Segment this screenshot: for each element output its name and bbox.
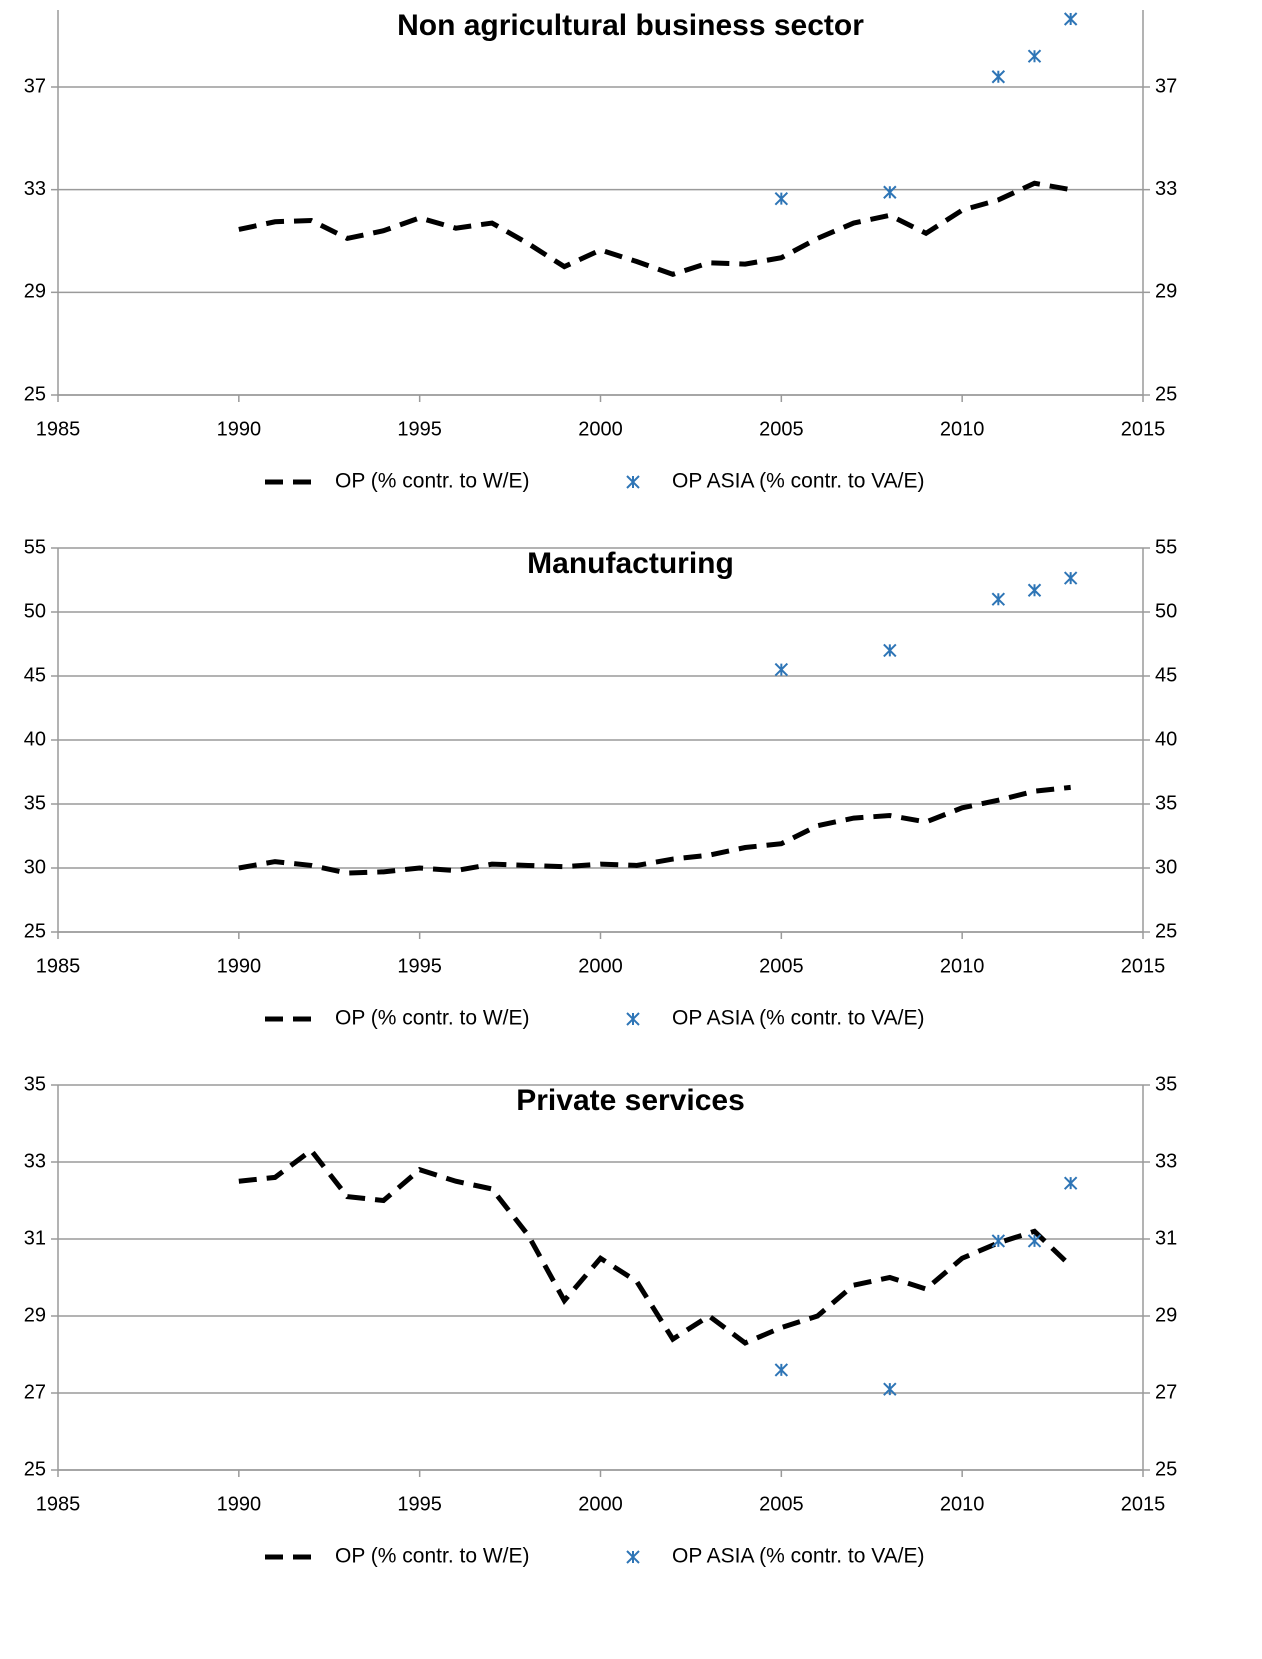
- legend-label: OP (% contr. to W/E): [335, 1007, 530, 1030]
- y2-tick-label: 30: [1155, 856, 1177, 878]
- y-tick-label: 33: [24, 178, 46, 200]
- y2-tick-label: 55: [1155, 536, 1177, 558]
- chart-title: Manufacturing: [527, 547, 734, 580]
- series-point: [883, 643, 897, 658]
- x-tick-label: 2000: [578, 955, 623, 977]
- legend-label: OP ASIA (% contr. to VA/E): [672, 1007, 925, 1030]
- legend-label: OP (% contr. to W/E): [335, 470, 530, 493]
- legend-label: OP ASIA (% contr. to VA/E): [672, 1545, 925, 1568]
- x-tick-label: 2000: [578, 1493, 623, 1515]
- y-tick-label: 45: [24, 664, 46, 686]
- x-tick-label: 1995: [397, 955, 442, 977]
- x-tick-label: 2015: [1121, 418, 1166, 440]
- y2-tick-label: 50: [1155, 600, 1177, 622]
- x-tick-label: 1995: [397, 1493, 442, 1515]
- series-point: [883, 1382, 897, 1396]
- x-tick-label: 2000: [578, 418, 623, 440]
- series-line: [238, 180, 1072, 278]
- legend-symbol: [626, 1012, 640, 1026]
- series-point: [991, 1234, 1006, 1248]
- legend-label: OP ASIA (% contr. to VA/E): [672, 470, 925, 493]
- x-tick-label: 1985: [36, 418, 81, 440]
- y-tick-label: 27: [24, 1381, 46, 1403]
- x-tick-label: 2005: [759, 1493, 804, 1515]
- y-tick-label: 29: [24, 281, 46, 303]
- y-tick-label: 30: [24, 856, 46, 878]
- y-tick-label: 25: [24, 1458, 46, 1480]
- y2-tick-label: 37: [1155, 75, 1177, 97]
- series-point: [1027, 583, 1042, 597]
- series-point: [774, 191, 789, 206]
- chart-title: Private services: [516, 1084, 745, 1117]
- y2-tick-label: 35: [1155, 792, 1177, 814]
- y2-tick-label: 25: [1155, 1458, 1177, 1480]
- y-tick-label: 25: [24, 383, 46, 405]
- series-point: [1027, 1234, 1042, 1248]
- legend-label: OP (% contr. to W/E): [335, 1545, 530, 1568]
- x-tick-label: 2010: [940, 955, 985, 977]
- series-point: [883, 185, 897, 199]
- y-tick-label: 35: [24, 1073, 46, 1095]
- y-tick-label: 31: [24, 1227, 46, 1249]
- y-tick-label: 29: [24, 1304, 46, 1326]
- series-point: [774, 1363, 789, 1377]
- series-line: [238, 784, 1071, 876]
- y-tick-label: 33: [24, 1150, 46, 1172]
- y2-tick-label: 27: [1155, 1381, 1177, 1403]
- x-tick-label: 1985: [36, 955, 81, 977]
- y2-tick-label: 25: [1155, 920, 1177, 942]
- y-tick-label: 50: [24, 600, 46, 622]
- x-tick-label: 2010: [940, 418, 985, 440]
- legend-symbol: [626, 475, 640, 489]
- y2-tick-label: 40: [1155, 728, 1177, 750]
- x-tick-label: 1990: [217, 418, 262, 440]
- y-tick-label: 37: [24, 75, 46, 97]
- y2-tick-label: 35: [1155, 1073, 1177, 1095]
- x-tick-label: 2015: [1121, 955, 1166, 977]
- y-tick-label: 40: [24, 728, 46, 750]
- x-tick-label: 1990: [217, 955, 262, 977]
- x-tick-label: 2015: [1121, 1493, 1166, 1515]
- x-tick-label: 1985: [36, 1493, 81, 1515]
- series-point: [1063, 1176, 1078, 1190]
- x-tick-label: 2005: [759, 955, 804, 977]
- y2-tick-label: 29: [1155, 281, 1177, 303]
- series-point: [774, 662, 789, 677]
- y-tick-label: 55: [24, 536, 46, 558]
- y2-tick-label: 33: [1155, 1150, 1177, 1172]
- x-tick-label: 2005: [759, 418, 804, 440]
- x-tick-label: 1990: [217, 1493, 262, 1515]
- y2-tick-label: 31: [1155, 1227, 1177, 1249]
- series-line: [238, 1146, 1073, 1346]
- chart-title: Non agricultural business sector: [397, 9, 864, 42]
- y-tick-label: 25: [24, 920, 46, 942]
- y2-tick-label: 33: [1155, 178, 1177, 200]
- y-tick-label: 35: [24, 792, 46, 814]
- series-point: [1063, 12, 1078, 26]
- legend-symbol: [626, 1550, 640, 1564]
- y2-tick-label: 25: [1155, 383, 1177, 405]
- series-point: [1063, 571, 1078, 585]
- x-tick-label: 1995: [397, 418, 442, 440]
- series-point: [1027, 49, 1042, 63]
- x-tick-label: 2010: [940, 1493, 985, 1515]
- series-point: [991, 592, 1006, 606]
- series-point: [991, 70, 1006, 84]
- y2-tick-label: 45: [1155, 664, 1177, 686]
- y2-tick-label: 29: [1155, 1304, 1177, 1326]
